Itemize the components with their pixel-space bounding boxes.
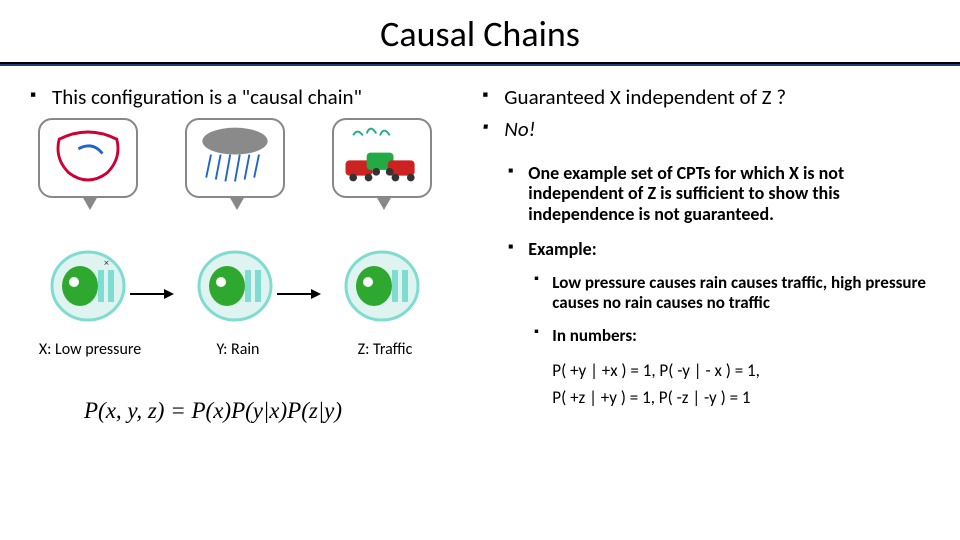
numbers-line-2: P( +z | +y ) = 1, P( -z | -y ) = 1 xyxy=(552,387,930,408)
causal-chain-diagram: × xyxy=(30,118,460,348)
low-pressure-icon xyxy=(40,120,136,197)
example-label: Example: xyxy=(508,239,930,260)
node-z xyxy=(344,248,420,324)
left-heading: This configuration is a "causal chain" xyxy=(30,84,460,110)
svg-text:×: × xyxy=(104,256,109,269)
bubble-rain xyxy=(185,118,285,198)
label-x: X: Low pressure xyxy=(30,340,150,359)
rain-icon xyxy=(187,120,283,197)
answer-text: No! xyxy=(482,116,930,142)
joint-probability-formula: P(x, y, z) = P(x)P(y|x)P(z|y) xyxy=(84,398,342,424)
bubble-traffic xyxy=(332,118,432,198)
arrow-x-to-y xyxy=(130,288,174,300)
traffic-icon xyxy=(334,120,430,197)
node-y xyxy=(197,248,273,324)
numbers-label: In numbers: xyxy=(534,326,930,346)
node-x: × xyxy=(50,248,126,324)
explanation-text: One example set of CPTs for which X is n… xyxy=(508,163,930,225)
right-column: Guaranteed X independent of Z ? No! One … xyxy=(470,84,930,414)
example-body: Low pressure causes rain causes traffic,… xyxy=(534,273,930,312)
bubble-low-pressure xyxy=(38,118,138,198)
arrow-y-to-z xyxy=(277,288,321,300)
numbers-line-1: P( +y | +x ) = 1, P( -y | - x ) = 1, xyxy=(552,360,930,381)
question-text: Guaranteed X independent of Z ? xyxy=(482,84,930,110)
label-y: Y: Rain xyxy=(200,340,276,359)
title-divider xyxy=(0,62,960,66)
slide-title: Causal Chains xyxy=(0,0,960,62)
label-z: Z: Traffic xyxy=(340,340,430,359)
content-columns: This configuration is a "causal chain" xyxy=(0,84,960,414)
left-column: This configuration is a "causal chain" xyxy=(30,84,470,414)
